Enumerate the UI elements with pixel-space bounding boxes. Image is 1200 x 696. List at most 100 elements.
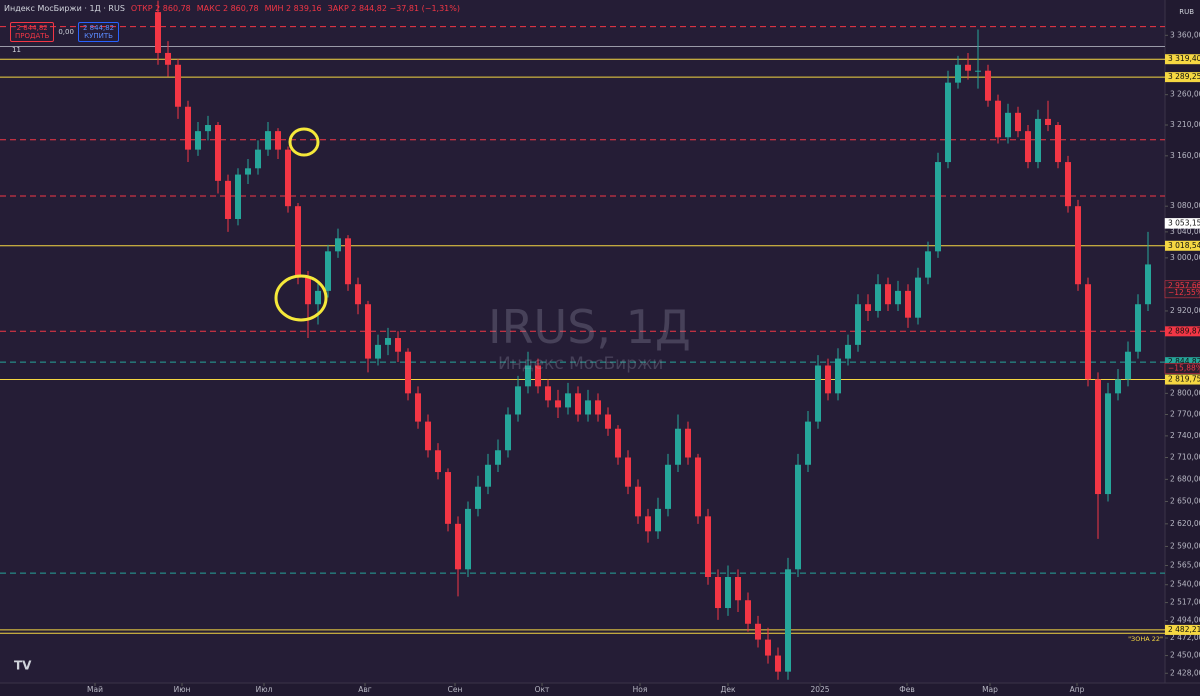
candle-body (765, 639, 771, 656)
sell-button[interactable]: 2 844,82 ПРОДАТЬ (10, 22, 55, 42)
level-label: 3 319,40 (1168, 54, 1200, 63)
candle-body (985, 70, 991, 101)
level-label: 3 018,54 (1168, 241, 1200, 250)
x-tick-label: Авг (358, 685, 372, 694)
price: 2 844,82 (16, 24, 48, 32)
level-label: 2 889,87 (1168, 326, 1200, 335)
candle-body (165, 52, 171, 65)
candle-body (425, 421, 431, 451)
candle-body (785, 569, 791, 672)
candle-body (605, 414, 611, 429)
level-label: 2 819,75 (1168, 375, 1200, 384)
candle-body (295, 206, 301, 278)
drawn-circle (288, 127, 320, 157)
candle-body (485, 464, 491, 487)
candle-body (1025, 131, 1031, 163)
level-label-bg (1165, 374, 1200, 385)
label: ПРОДАТЬ (15, 32, 50, 40)
candle-body (635, 486, 641, 517)
candle-body (1045, 118, 1051, 126)
candle-body (915, 277, 921, 318)
x-tick-label: Май (87, 685, 103, 694)
candle-body (815, 365, 821, 422)
candle-body (855, 304, 861, 345)
candle-body (445, 472, 451, 524)
candle-body (415, 393, 421, 422)
candle-body (875, 284, 881, 311)
candle-body (235, 174, 241, 219)
candle-body (405, 351, 411, 394)
candle-body (845, 344, 851, 359)
price-label: 3 053,15 (1168, 218, 1200, 227)
candle-body (885, 284, 891, 305)
candle-body (1125, 351, 1131, 380)
buy-button[interactable]: 2 844,82 КУПИТЬ (77, 22, 120, 42)
y-tick-label: 2 428,00 (1170, 668, 1200, 677)
candle-body (375, 344, 381, 359)
x-tick-label: Дек (720, 685, 735, 694)
symbol: Индекс МосБиржи · 1Д · RUS (4, 4, 125, 13)
candle-body (775, 655, 781, 672)
y-tick-label: 2 650,00 (1170, 496, 1200, 505)
logo: TV (14, 659, 32, 673)
candle-body (225, 180, 231, 219)
candle-body (675, 428, 681, 465)
candle-body (175, 64, 181, 107)
ohlc: ОТКР 2 860,78 (130, 4, 191, 13)
y-tick-label: 2 565,00 (1170, 560, 1200, 569)
indicator-count[interactable]: 11 (12, 46, 21, 54)
x-tick-label: Июн (174, 685, 191, 694)
candle-body (1085, 284, 1091, 380)
candle-body (265, 131, 271, 150)
candle-body (655, 508, 661, 532)
candle-body (1115, 379, 1121, 394)
candle-body (545, 386, 551, 401)
candle-body (155, 12, 161, 53)
candle-body (925, 251, 931, 278)
x-tick-label: Ноя (633, 685, 648, 694)
candle-body (555, 400, 561, 408)
x-tick-label: Апр (1070, 685, 1085, 694)
candle-body (795, 464, 801, 570)
y-tick-label: 3 000,00 (1170, 253, 1200, 262)
y-tick-label: 2 800,00 (1170, 388, 1200, 397)
candle-body (965, 64, 971, 71)
candle-body (735, 577, 741, 601)
candle-body (955, 64, 961, 83)
x-tick-label: Фев (899, 685, 915, 694)
candle-body (325, 251, 331, 291)
candle-body (565, 393, 571, 408)
watermark: Индекс МосБиржи (498, 354, 664, 374)
y-tick-label: 2 517,00 (1170, 598, 1200, 607)
candle-body (835, 358, 841, 394)
plot-bg (0, 0, 1165, 683)
candle-body (505, 414, 511, 451)
candle-body (995, 100, 1001, 138)
candle-body (525, 365, 531, 387)
y-tick-label: 2 590,00 (1170, 541, 1200, 550)
ohlc: ЗАКР 2 844,82 −37,81 (−1,31%) (327, 4, 460, 13)
candle-body (695, 457, 701, 517)
level-label-bg (1165, 357, 1200, 368)
candle-body (515, 386, 521, 415)
price-label: 2 957,66 (1168, 281, 1200, 290)
watermark: IRUS, 1Д (488, 300, 691, 354)
y-tick-label: 2 620,00 (1170, 519, 1200, 528)
candle-body (395, 338, 401, 352)
candle-body (1135, 304, 1141, 352)
level-label-bg (1165, 326, 1200, 337)
x-tick-label: Мар (982, 685, 998, 694)
candle-body (465, 508, 471, 570)
candle-body (575, 393, 581, 415)
candle-body (1035, 118, 1041, 163)
price-label-bg (1164, 218, 1200, 229)
candle-body (365, 304, 371, 359)
candle-body (195, 131, 201, 150)
candle-body (975, 70, 981, 72)
price-label-bg (1164, 363, 1200, 374)
header: Индекс МосБиржи · 1Д · RUS ОТКР 2 860,78… (4, 4, 460, 13)
x-tick-label: Июл (256, 685, 273, 694)
candle-body (625, 457, 631, 487)
candle-body (385, 338, 391, 345)
